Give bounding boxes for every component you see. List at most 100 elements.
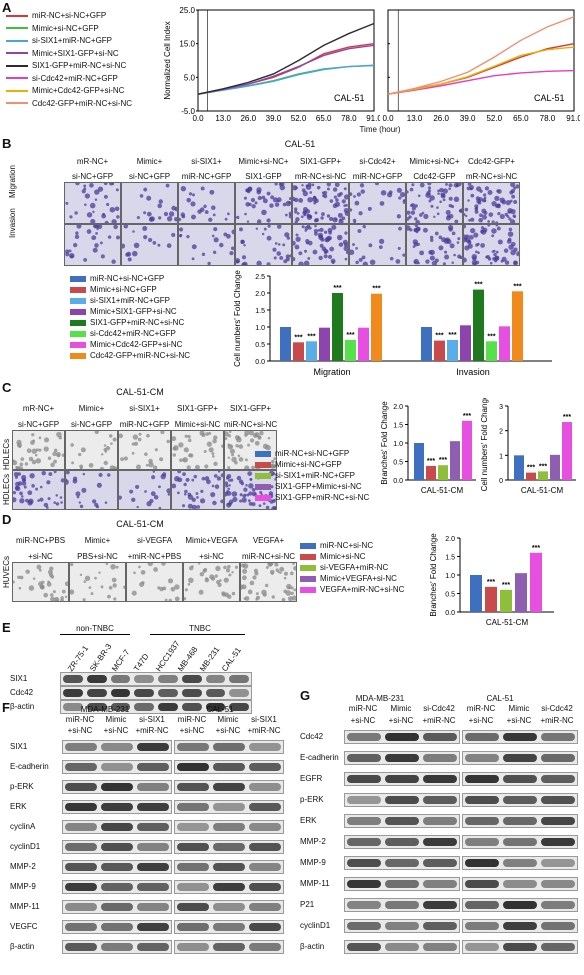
cell-dot — [341, 199, 346, 204]
cell-dot — [374, 183, 379, 186]
cell-dot — [19, 498, 25, 504]
panel-a-legend-item: Cdc42-GFP+miR-NC+si-NC — [6, 98, 132, 111]
cell-dot — [29, 473, 35, 479]
panel-f-mdamb231-strip — [62, 880, 172, 894]
cell-dot — [131, 497, 136, 502]
legend-swatch — [70, 308, 86, 315]
cell-dot — [132, 434, 139, 440]
series-line — [387, 46, 575, 95]
panel-g-col-top: Mimic — [390, 704, 412, 713]
legend-swatch — [255, 461, 271, 468]
x-tick-label: 52.0 — [291, 114, 307, 123]
cell-dot — [191, 504, 197, 509]
panel-f-cal51-strip — [174, 900, 284, 914]
cell-dot — [224, 217, 228, 221]
y-tick-label: 0.0 — [445, 610, 455, 617]
cell-dot — [261, 209, 267, 216]
panel-letter-e: E — [2, 620, 11, 635]
cell-dot — [419, 250, 425, 256]
cell-dot — [186, 465, 191, 469]
panel-e-cell-line: MB-231 — [198, 645, 222, 674]
blot-band — [158, 689, 178, 697]
cell-dot — [256, 219, 262, 223]
cell-dot — [213, 474, 218, 478]
cell-dot — [86, 229, 92, 234]
blot-band — [213, 883, 245, 891]
cell-dot — [158, 199, 163, 204]
cell-dot — [199, 571, 205, 577]
cell-dot — [465, 234, 470, 239]
panel-b-group-bottom: miR-NC+GFP — [352, 172, 403, 181]
cell-dot — [174, 584, 180, 590]
cell-dot — [35, 487, 39, 491]
panel-b-legend-item: si-SIX1+miR-NC+GFP — [70, 295, 190, 306]
cell-dot — [115, 188, 119, 192]
cell-dot — [103, 444, 107, 447]
legend-swatch — [70, 319, 86, 326]
blot-band — [541, 775, 575, 783]
cell-dot — [13, 471, 19, 477]
cell-dot — [66, 471, 70, 475]
panel-c-group-top: SIX1-GFP+ — [229, 404, 272, 413]
panel-b-legend-item: SIX1-GFP+miR-NC+si-NC — [70, 317, 190, 328]
panel-c-legend-item: miR-NC+si-NC+GFP — [255, 448, 369, 459]
blot-band — [385, 733, 419, 741]
cell-dot — [279, 571, 282, 575]
cell-dot — [243, 196, 247, 200]
panel-b-group-top: Mimic+si-NC+ — [238, 157, 289, 166]
cell-dot — [180, 185, 187, 192]
cell-dot — [442, 188, 448, 194]
cell-dot — [500, 259, 504, 263]
y-tick-label: 2.0 — [445, 536, 455, 543]
cell-dot — [356, 192, 361, 197]
bar — [485, 586, 497, 612]
cell-dot — [244, 493, 247, 497]
blot-band — [134, 675, 154, 683]
cell-dot — [431, 260, 438, 265]
panel-b-group-top: Mimic+ — [136, 157, 163, 166]
panel-f-mdamb231-strip — [62, 780, 172, 794]
cell-dot — [334, 201, 341, 207]
cell-dot — [195, 492, 199, 495]
panel-a-chart-right: 0.0 13.0 26.0 39.0 52.0 65.0 78.0 91.0 CAL-51 — [382, 9, 580, 123]
cell-dot — [475, 250, 478, 254]
panel-g-mdamb231-row-label: EGFR — [300, 774, 323, 783]
cell-dot — [327, 227, 333, 233]
cell-dot — [494, 195, 500, 202]
panel-f-mdamb231-strip — [62, 860, 172, 874]
panel-f-mdamb231-row-label: VEGFC — [10, 922, 38, 931]
x-tick-label: 39.0 — [266, 114, 282, 123]
cell-dot — [225, 431, 229, 437]
blot-band — [423, 817, 457, 825]
cell-dot — [217, 582, 222, 588]
cell-dot — [245, 484, 248, 487]
cell-dot — [367, 206, 372, 211]
panel-b-legend-item: miR-NC+si-NC+GFP — [70, 273, 190, 284]
cell-dot — [286, 583, 292, 590]
cell-dot — [355, 260, 359, 265]
cell-dot — [174, 596, 180, 601]
blot-band — [503, 943, 537, 951]
huvec-tube-micrograph — [12, 562, 69, 602]
cell-dot — [327, 254, 333, 259]
cell-dot — [16, 439, 22, 446]
cell-dot — [247, 186, 253, 192]
cell-dot — [65, 252, 70, 257]
cell-dot — [80, 447, 86, 453]
cell-dot — [440, 192, 443, 196]
cell-dot — [152, 471, 156, 473]
blot-band — [213, 863, 245, 871]
blot-band — [249, 863, 281, 871]
panel-b-group-bottom: mR-NC+si-NC — [294, 172, 347, 181]
cell-dot — [343, 245, 348, 252]
cell-dot — [227, 434, 232, 438]
cell-dot — [449, 243, 455, 249]
plot-frame — [387, 9, 575, 112]
cell-dot — [478, 197, 483, 202]
panel-c-group-top: si-SIX1+ — [129, 404, 160, 413]
cell-dot — [95, 505, 100, 509]
hdlec-migration-micrograph — [65, 470, 118, 510]
cell-dot — [240, 239, 245, 245]
cell-dot — [301, 225, 305, 229]
cell-dot — [319, 243, 324, 248]
